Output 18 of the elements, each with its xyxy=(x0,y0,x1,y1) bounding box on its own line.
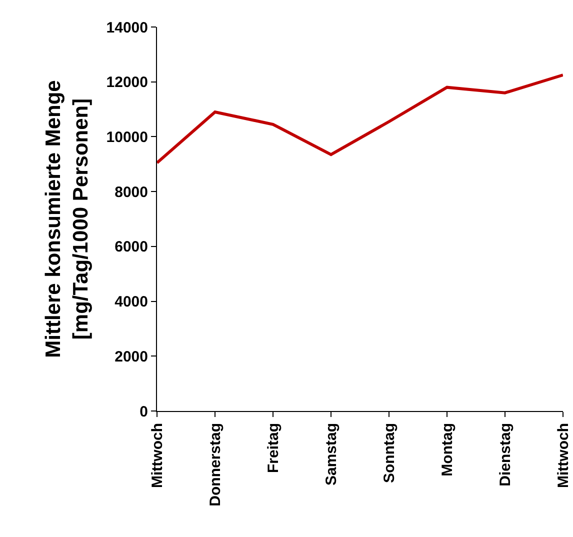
y-tick-label: 2000 xyxy=(114,348,148,366)
x-tick-label: Donnerstag xyxy=(206,423,224,506)
x-tick-label: Dienstag xyxy=(496,423,514,486)
x-tick-label: Samstag xyxy=(322,423,340,486)
y-axis-title: Mittlere konsumierte Menge [mg/Tag/1000 Personen] xyxy=(42,80,92,358)
y-tick-label: 8000 xyxy=(114,184,148,201)
y-tick-label: 10000 xyxy=(106,128,148,146)
x-tick-label: Mittwoch xyxy=(554,423,572,488)
y-tick-label: 12000 xyxy=(106,74,148,92)
x-tick-label: Sonntag xyxy=(380,423,398,483)
y-tick-label: 4000 xyxy=(114,294,148,311)
x-tick-label: Montag xyxy=(438,423,456,476)
y-tick-label: 14000 xyxy=(106,19,148,36)
y-tick-label: 6000 xyxy=(114,238,148,256)
y-tick-label: 0 xyxy=(140,403,148,420)
x-tick-label: Freitag xyxy=(264,423,282,474)
line-series xyxy=(157,74,563,164)
x-tick-label: Mittwoch xyxy=(148,423,166,488)
